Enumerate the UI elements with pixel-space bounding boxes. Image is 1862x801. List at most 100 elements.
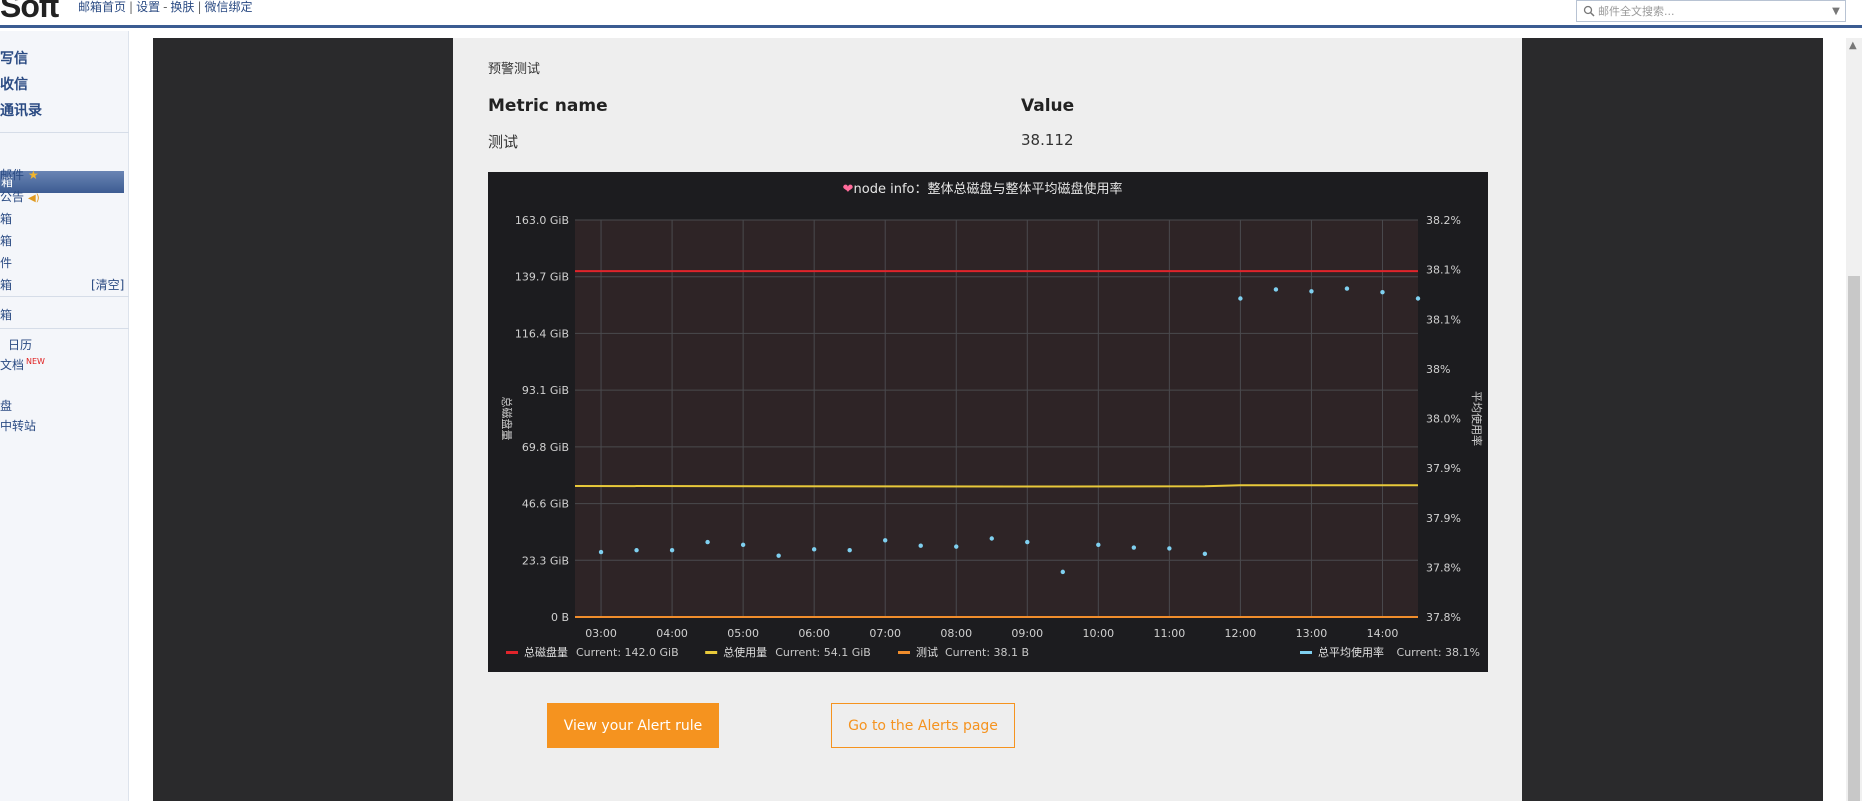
- plot-area: [575, 220, 1418, 617]
- alert-title: 预警测试: [488, 62, 541, 77]
- y-right-tick-label: 37.8%: [1426, 611, 1461, 624]
- clear-spam-link[interactable]: [清空]: [91, 278, 125, 292]
- top-bar: Soft 邮箱首页 | 设置 - 换肤 | 微信绑定 邮件全文搜索... ▼: [0, 0, 1862, 28]
- y-left-tick-label: 0 B: [551, 611, 569, 624]
- x-tick-label: 10:00: [1082, 627, 1114, 640]
- x-tick-label: 08:00: [940, 627, 972, 640]
- x-tick-label: 11:00: [1154, 627, 1186, 640]
- sidebar-item-inbox-active[interactable]: 箱: [0, 171, 124, 193]
- chart-svg: node info：整体总磁盘与整体平均磁盘使用率❤ 163.0 GiB 139.7…: [500, 181, 1484, 659]
- series-point: [883, 538, 888, 543]
- link-settings[interactable]: 设置: [136, 0, 161, 14]
- sidebar-item-deleted[interactable]: 件: [0, 256, 13, 270]
- x-tick-label: 12:00: [1225, 627, 1257, 640]
- legend-series-name: 总使用量: [723, 645, 767, 659]
- series-point: [669, 548, 675, 553]
- go-to-alerts-page-button[interactable]: Go to the Alerts page: [831, 703, 1015, 748]
- y-right-tick-label: 37.8%: [1426, 561, 1461, 574]
- y-right-tick-label: 38.1%: [1426, 313, 1461, 326]
- series-point: [811, 547, 817, 552]
- series-point: [740, 542, 746, 548]
- metric-value-cell: 38.112: [1021, 131, 1074, 149]
- fulltext-search-input[interactable]: 邮件全文搜索... ▼: [1576, 0, 1846, 22]
- alert-email-card: 预警测试 Metric name Value 测试 38.112 node in…: [453, 38, 1522, 801]
- view-alert-rule-button[interactable]: View your Alert rule: [547, 703, 719, 748]
- series-point: [954, 544, 959, 549]
- y-left-tick-label: 139.7 GiB: [515, 271, 569, 284]
- legend-swatch: [898, 651, 910, 654]
- metric-name-header: Metric name: [488, 96, 608, 116]
- x-tick-label: 09:00: [1011, 627, 1043, 640]
- y-left-tick-label: 116.4 GiB: [515, 327, 569, 340]
- y-right-tick-label: 38.0%: [1426, 413, 1461, 426]
- value-header: Value: [1021, 96, 1075, 116]
- legend-swatch: [506, 651, 518, 654]
- contacts-button[interactable]: 通讯录: [0, 103, 42, 119]
- series-point: [989, 536, 994, 541]
- series-point: [705, 539, 710, 545]
- link-mailbox-home[interactable]: 邮箱首页: [78, 0, 127, 14]
- x-tick-label: 05:00: [727, 627, 759, 640]
- sidebar-item-starred[interactable]: 邮件 ★: [0, 168, 39, 182]
- speaker-icon: ◀): [28, 193, 40, 204]
- sidebar-item-other-folder[interactable]: 箱: [0, 308, 13, 322]
- chart-panel: node info：整体总磁盘与整体平均磁盘使用率 ❤ 163.0 GiB 139.7…: [488, 172, 1488, 672]
- series-point: [1380, 289, 1385, 295]
- x-tick-label: 03:00: [585, 627, 617, 640]
- scroll-up-icon[interactable]: ▲: [1849, 40, 1857, 51]
- page-scrollbar-thumb[interactable]: [1848, 276, 1860, 801]
- y-right-tick-label: 38%: [1426, 363, 1450, 376]
- y-left-axis-label: 总磁盘量: [500, 397, 514, 441]
- y-left-tick-label: 69.8 GiB: [522, 441, 569, 454]
- legend-series-name: 总平均使用率: [1318, 645, 1384, 659]
- series-point: [1309, 289, 1314, 294]
- search-icon: [1583, 5, 1595, 17]
- legend-current-value: Current: 54.1 GiB: [775, 646, 871, 659]
- series-point: [1096, 542, 1101, 548]
- y-right-axis-label: 平均使用率: [1470, 391, 1484, 446]
- new-badge: NEW: [26, 357, 45, 366]
- series-point: [1238, 296, 1243, 301]
- series-point: [1025, 539, 1030, 545]
- sidebar: 写信 收信 通讯录 箱 邮件 ★ 公告 ◀) 箱 箱 件 箱 [清空] 箱 日历 文…: [0, 31, 129, 801]
- y-left-tick-label: 93.1 GiB: [522, 384, 569, 397]
- inbox-button[interactable]: 收信: [0, 77, 28, 93]
- x-tick-label: 04:00: [656, 627, 688, 640]
- compose-button[interactable]: 写信: [0, 51, 28, 67]
- x-tick-label: 13:00: [1296, 627, 1328, 640]
- search-placeholder: 邮件全文搜索...: [1598, 5, 1675, 18]
- search-dropdown-icon[interactable]: ▼: [1832, 5, 1840, 17]
- sidebar-item-transfer[interactable]: 中转站: [0, 419, 37, 433]
- y-right-tick-label: 38.1%: [1426, 264, 1461, 277]
- link-skin[interactable]: 换肤: [170, 0, 195, 14]
- sidebar-item-spam[interactable]: 箱: [0, 278, 13, 292]
- broken-heart-icon: ❤: [843, 182, 854, 197]
- sidebar-item-drafts[interactable]: 箱: [0, 212, 13, 226]
- series-point: [598, 549, 604, 555]
- y-left-tick-label: 23.3 GiB: [522, 554, 569, 567]
- series-point: [776, 553, 781, 558]
- series-point: [1131, 545, 1137, 550]
- sidebar-item-sent[interactable]: 箱: [0, 234, 13, 248]
- y-left-tick-label: 46.6 GiB: [522, 498, 569, 511]
- sidebar-item-calendar[interactable]: 日历: [8, 338, 33, 352]
- x-tick-label: 07:00: [869, 627, 901, 640]
- series-point: [1202, 551, 1208, 557]
- legend-current-value: Current: 142.0 GiB: [576, 646, 679, 659]
- sidebar-item-notice[interactable]: 公告 ◀): [0, 190, 40, 204]
- series-point: [918, 543, 923, 548]
- series-point: [1060, 569, 1066, 575]
- y-right-tick-label: 37.9%: [1426, 462, 1461, 475]
- sidebar-item-netdisk[interactable]: 盘: [0, 399, 13, 413]
- top-links: 邮箱首页 | 设置 - 换肤 | 微信绑定: [78, 0, 253, 14]
- link-wechat-bind[interactable]: 微信绑定: [204, 0, 253, 14]
- legend-series-name: 测试: [916, 646, 938, 659]
- series-point: [1273, 287, 1279, 292]
- y-right-tick-label: 37.9%: [1426, 512, 1461, 525]
- series-point: [1167, 546, 1172, 551]
- series-point: [634, 548, 639, 553]
- x-tick-label: 14:00: [1367, 627, 1399, 640]
- logo: Soft: [0, 0, 59, 24]
- y-right-tick-label: 38.2%: [1426, 214, 1461, 227]
- sidebar-item-docs[interactable]: 文档 NEW: [0, 357, 45, 372]
